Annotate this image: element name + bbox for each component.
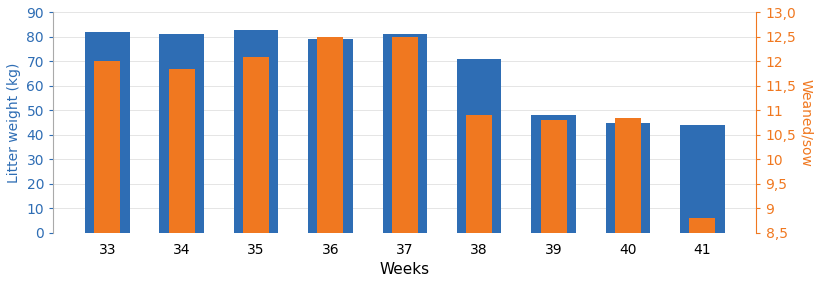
Bar	[382, 34, 427, 233]
Bar	[540, 120, 566, 233]
Bar	[531, 115, 575, 233]
Bar	[317, 37, 343, 233]
Bar	[604, 123, 649, 233]
Bar	[85, 32, 129, 233]
Bar	[242, 57, 269, 233]
Bar	[169, 69, 195, 233]
Bar	[465, 115, 491, 233]
Bar	[233, 30, 278, 233]
Bar	[688, 218, 714, 233]
Bar	[456, 59, 501, 233]
X-axis label: Weeks: Weeks	[379, 262, 429, 277]
Bar	[94, 61, 120, 233]
Bar	[679, 125, 724, 233]
Bar	[614, 118, 640, 233]
Bar	[308, 39, 352, 233]
Y-axis label: Weaned/sow: Weaned/sow	[798, 79, 812, 166]
Bar	[391, 37, 418, 233]
Y-axis label: Litter weight (kg): Litter weight (kg)	[7, 62, 21, 183]
Bar	[159, 34, 204, 233]
